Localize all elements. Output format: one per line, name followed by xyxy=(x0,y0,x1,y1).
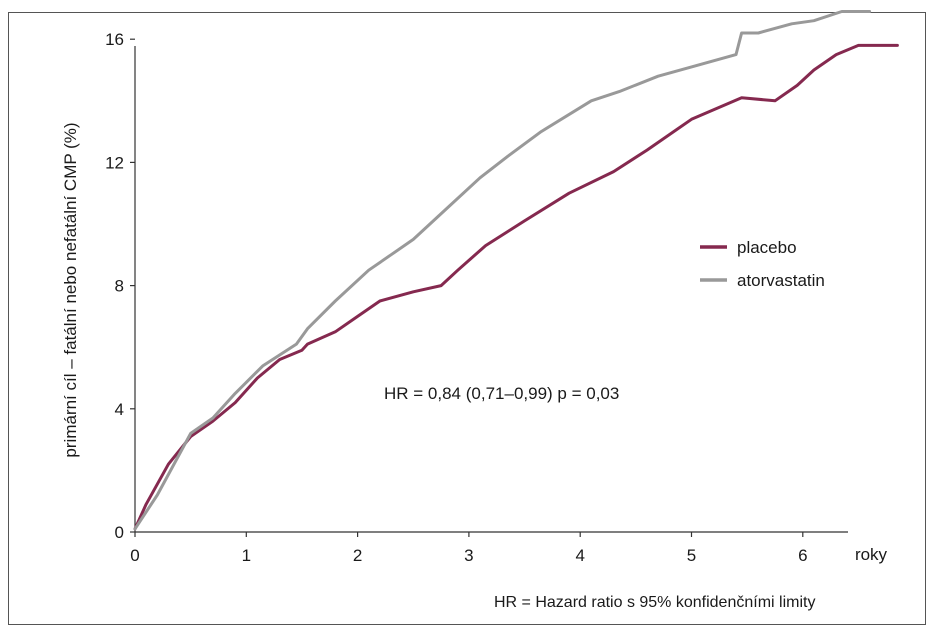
y-tick-label: 8 xyxy=(115,277,124,296)
axes xyxy=(134,46,848,533)
x-tick-label: 6 xyxy=(798,546,807,565)
y-tick-label: 16 xyxy=(105,30,124,49)
legend-label-atorvastatin: atorvastatin xyxy=(737,271,825,290)
x-axis-label: roky xyxy=(855,545,888,564)
chart-frame xyxy=(8,12,926,625)
hr-annotation: HR = 0,84 (0,71–0,99) p = 0,03 xyxy=(384,384,619,403)
series-line-placebo xyxy=(133,43,899,531)
x-tick-label: 4 xyxy=(575,546,584,565)
y-tick-label: 0 xyxy=(115,523,124,542)
x-tick-label: 3 xyxy=(464,546,473,565)
footnote: HR = Hazard ratio s 95% konfidenčními li… xyxy=(494,594,815,611)
legend: placebo atorvastatin xyxy=(700,238,825,290)
legend-label-placebo: placebo xyxy=(737,238,797,257)
series xyxy=(133,10,899,531)
x-tick-label: 5 xyxy=(687,546,696,565)
series-line-atorvastatin xyxy=(133,10,872,531)
x-tick-label: 0 xyxy=(130,546,139,565)
y-tick-label: 4 xyxy=(115,400,124,419)
x-tick-label: 1 xyxy=(242,546,251,565)
y-tick-label: 12 xyxy=(105,153,124,172)
y-axis-label: primární cíl – fatální nebo nefatální CM… xyxy=(61,122,80,457)
x-tick-label: 2 xyxy=(353,546,362,565)
